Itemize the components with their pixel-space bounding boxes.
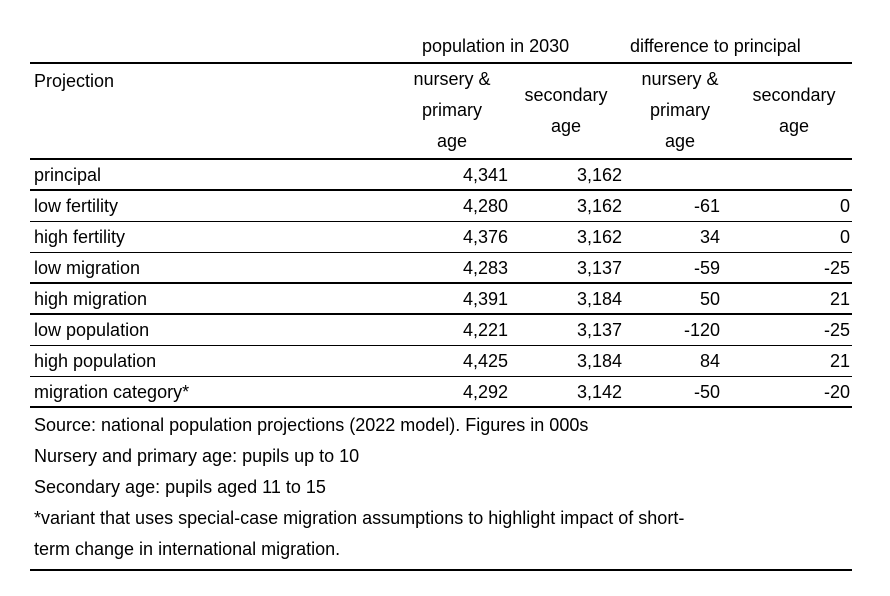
cell-diff-nursery: -120 xyxy=(683,320,720,340)
table-row: principal 4,341 3,162 xyxy=(30,160,852,191)
header-line: secondary xyxy=(752,85,836,105)
cell-pop-nursery: 4,221 xyxy=(462,320,508,340)
column-header-pop-secondary: secondary age xyxy=(514,80,618,142)
header-line: age xyxy=(550,116,582,136)
cell-pop-nursery: 4,376 xyxy=(462,227,508,247)
cell-projection: low population xyxy=(34,320,150,340)
note-secondary-definition: Secondary age: pupils aged 11 to 15 xyxy=(34,477,326,497)
cell-diff-nursery: -61 xyxy=(693,196,720,216)
cell-pop-nursery: 4,391 xyxy=(462,289,508,309)
cell-diff-secondary: 21 xyxy=(829,351,850,371)
table-row: migration category* 4,292 3,142 -50 -20 xyxy=(30,377,852,408)
note-source: Source: national population projections … xyxy=(34,415,589,435)
cell-pop-nursery: 4,341 xyxy=(462,165,508,185)
table-row: low fertility 4,280 3,162 -61 0 xyxy=(30,191,852,222)
column-header-diff-nursery: nursery & primary age xyxy=(628,64,732,157)
cell-pop-secondary: 3,162 xyxy=(576,227,622,247)
table-row: high population 4,425 3,184 84 21 xyxy=(30,346,852,377)
cell-diff-nursery: 50 xyxy=(699,289,720,309)
cell-pop-secondary: 3,184 xyxy=(576,289,622,309)
column-header-row: Projection nursery & primary age seconda… xyxy=(30,64,852,160)
column-header-diff-secondary: secondary age xyxy=(742,80,846,142)
projection-table: population in 2030 difference to princip… xyxy=(30,34,852,571)
cell-diff-secondary: -25 xyxy=(823,258,850,278)
cell-diff-secondary: -20 xyxy=(823,382,850,402)
cell-diff-nursery: -50 xyxy=(693,382,720,402)
table-body: principal 4,341 3,162 low fertility 4,280 3,1… xyxy=(30,160,852,408)
cell-pop-secondary: 3,162 xyxy=(576,165,622,185)
cell-diff-nursery: 34 xyxy=(699,227,720,247)
cell-projection: low fertility xyxy=(34,196,119,216)
header-line: secondary xyxy=(524,85,608,105)
column-header-pop-nursery: nursery & primary age xyxy=(400,64,504,157)
note-nursery-definition: Nursery and primary age: pupils up to 10 xyxy=(34,446,360,466)
header-line: age xyxy=(664,131,696,151)
note-variant-footnote-cont: term change in international migration. xyxy=(34,539,341,559)
group-header-difference: difference to principal xyxy=(630,36,801,56)
cell-projection: migration category* xyxy=(34,382,190,402)
cell-pop-nursery: 4,292 xyxy=(462,382,508,402)
cell-pop-secondary: 3,142 xyxy=(576,382,622,402)
cell-diff-secondary: 0 xyxy=(839,227,850,247)
table-row: low migration 4,283 3,137 -59 -25 xyxy=(30,253,852,284)
note-variant-footnote: *variant that uses special-case migratio… xyxy=(34,508,685,528)
header-line: primary xyxy=(649,100,710,120)
cell-pop-secondary: 3,137 xyxy=(576,258,622,278)
cell-diff-secondary: 0 xyxy=(839,196,850,216)
group-header-population: population in 2030 xyxy=(422,36,570,56)
cell-projection: high population xyxy=(34,351,157,371)
cell-pop-nursery: 4,280 xyxy=(462,196,508,216)
header-line: nursery & xyxy=(413,69,491,89)
cell-projection: high migration xyxy=(34,289,148,309)
header-line: nursery & xyxy=(641,69,719,89)
header-line: age xyxy=(436,131,468,151)
header-line: primary xyxy=(421,100,482,120)
cell-pop-secondary: 3,184 xyxy=(576,351,622,371)
table-row: high migration 4,391 3,184 50 21 xyxy=(30,284,852,315)
table-row: low population 4,221 3,137 -120 -25 xyxy=(30,315,852,346)
cell-diff-secondary: -25 xyxy=(823,320,850,340)
cell-pop-nursery: 4,425 xyxy=(462,351,508,371)
column-header-projection: Projection xyxy=(34,71,115,91)
table-notes: Source: national population projections … xyxy=(30,408,852,571)
cell-diff-nursery: 84 xyxy=(699,351,720,371)
cell-pop-nursery: 4,283 xyxy=(462,258,508,278)
cell-pop-secondary: 3,162 xyxy=(576,196,622,216)
group-header-row: population in 2030 difference to princip… xyxy=(30,34,852,64)
cell-projection: high fertility xyxy=(34,227,126,247)
cell-projection: low migration xyxy=(34,258,141,278)
cell-diff-nursery: -59 xyxy=(693,258,720,278)
cell-projection: principal xyxy=(34,165,102,185)
header-line: age xyxy=(778,116,810,136)
cell-diff-secondary: 21 xyxy=(829,289,850,309)
table-row: high fertility 4,376 3,162 34 0 xyxy=(30,222,852,253)
cell-pop-secondary: 3,137 xyxy=(576,320,622,340)
